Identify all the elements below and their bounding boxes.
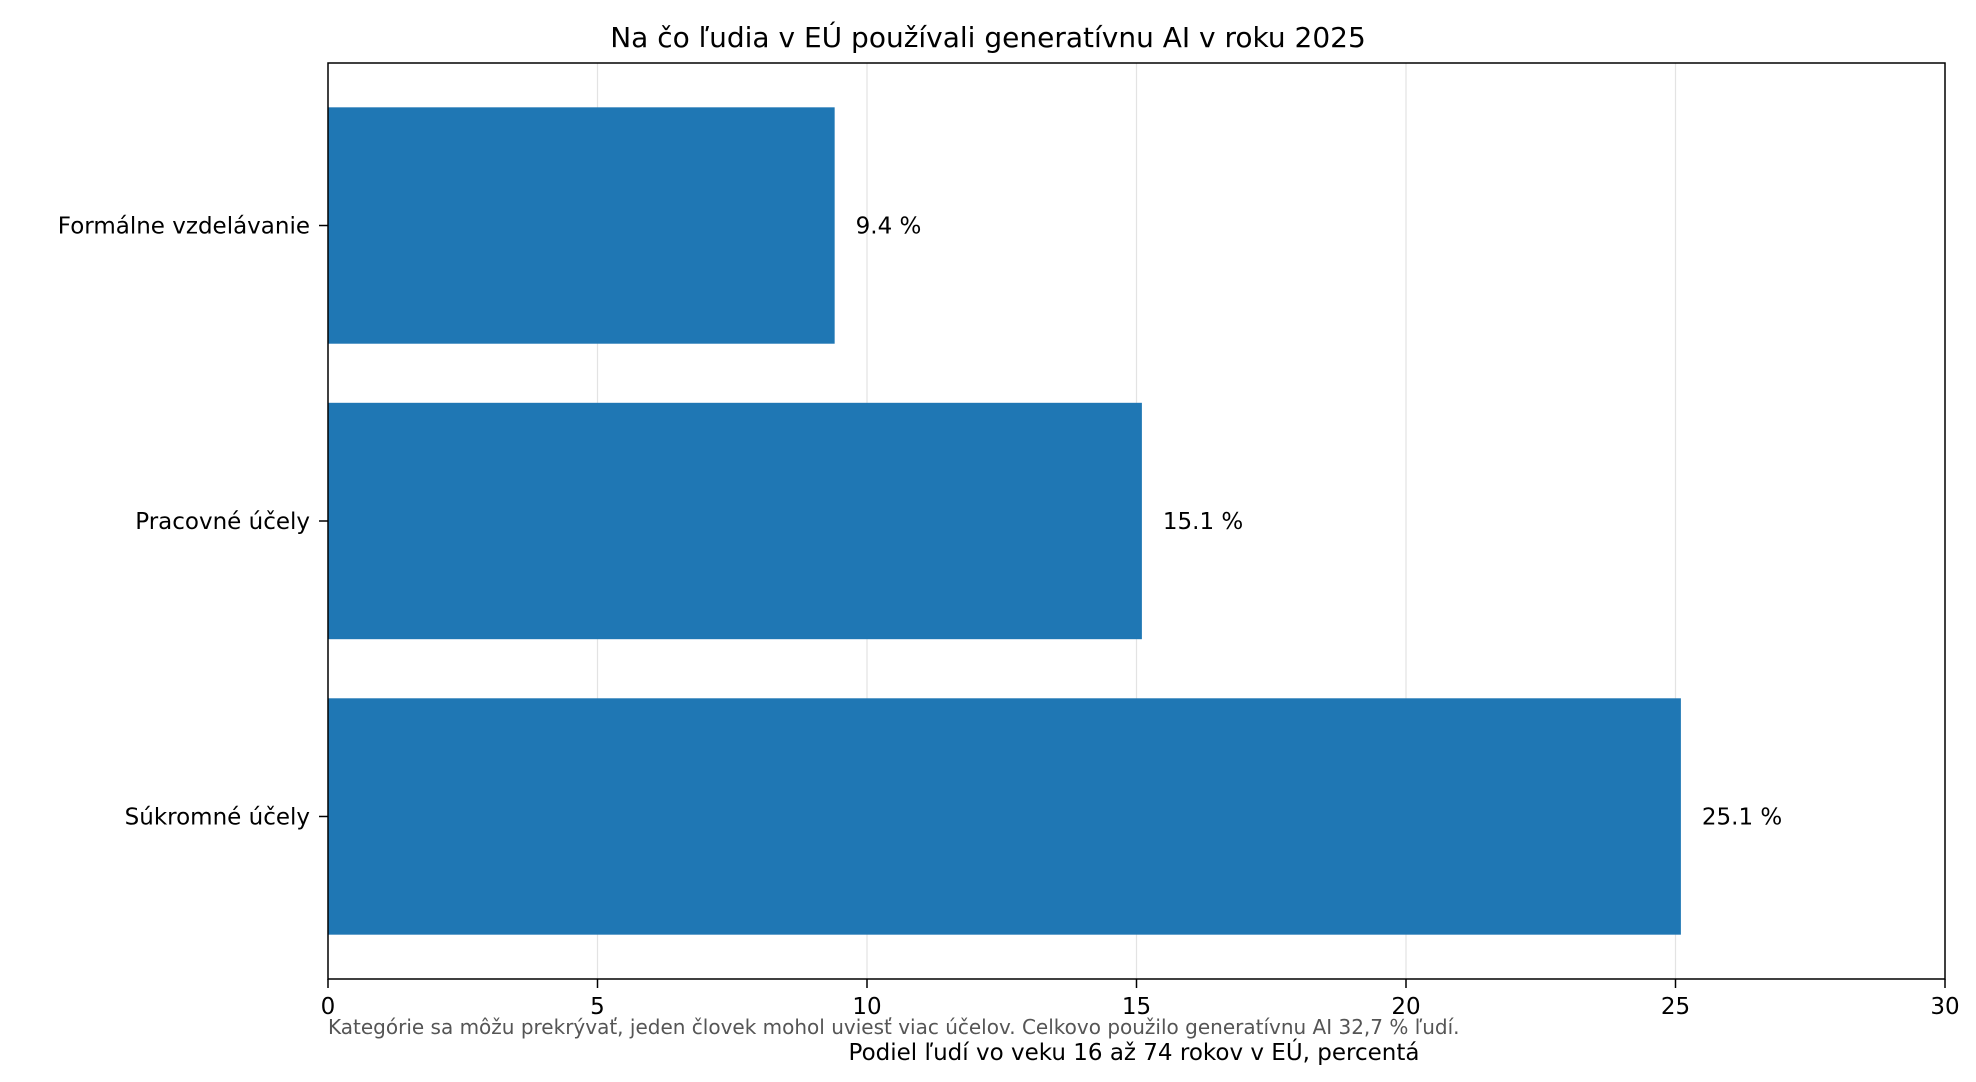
bar-value-label-2: 25.1 % bbox=[1702, 804, 1782, 830]
x-axis-ticks: 0 5 10 15 20 25 30 bbox=[321, 979, 1960, 1020]
x-tick-label-3: 15 bbox=[1122, 994, 1151, 1020]
y-tick-label-1: Pracovné účely bbox=[135, 509, 310, 535]
x-tick-label-4: 20 bbox=[1391, 994, 1420, 1020]
bar-1 bbox=[328, 402, 1142, 640]
chart-footnote: Kategórie sa môžu prekrývať, jeden člove… bbox=[328, 1015, 1460, 1039]
bar-2 bbox=[328, 698, 1681, 935]
x-axis-label: Podiel ľudí vo veku 16 až 74 rokov v EÚ,… bbox=[849, 1038, 1420, 1066]
bars bbox=[328, 107, 1681, 935]
y-axis-ticks: Formálne vzdelávanie Pracovné účely Súkrom… bbox=[58, 214, 328, 830]
bar-value-label-0: 9.4 % bbox=[856, 214, 922, 240]
x-tick-label-5: 25 bbox=[1661, 994, 1690, 1020]
x-tick-label-2: 10 bbox=[852, 994, 881, 1020]
y-tick-label-0: Formálne vzdelávanie bbox=[58, 214, 310, 240]
y-tick-label-2: Súkromné účely bbox=[125, 804, 310, 830]
bar-value-label-1: 15.1 % bbox=[1163, 509, 1243, 535]
x-tick-label-6: 30 bbox=[1930, 994, 1959, 1020]
x-tick-label-0: 0 bbox=[321, 994, 336, 1020]
chart-title: Na čo ľudia v EÚ používali generatívnu A… bbox=[610, 20, 1366, 54]
bar-0 bbox=[328, 107, 835, 344]
bar-value-labels: 9.4 % 15.1 % 25.1 % bbox=[856, 214, 1783, 831]
x-tick-label-1: 5 bbox=[590, 994, 605, 1020]
